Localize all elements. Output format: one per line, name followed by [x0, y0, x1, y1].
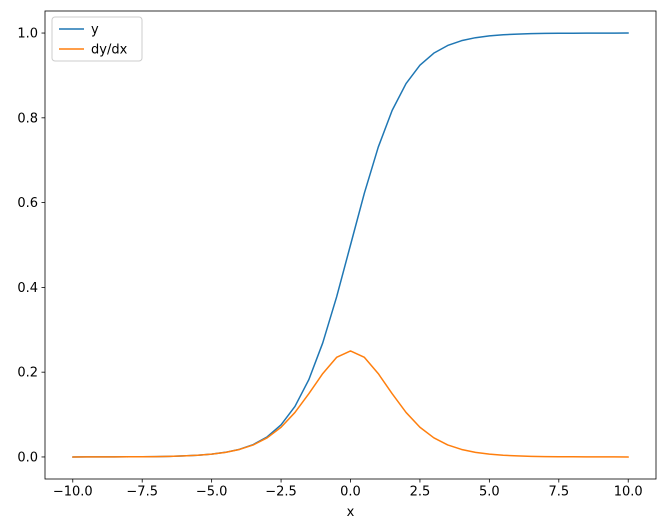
- legend-label: y: [91, 23, 99, 38]
- x-axis-tick-label: 10.0: [614, 485, 643, 500]
- y-axis-tick-label: 1.0: [17, 27, 38, 42]
- legend-label: dy/dx: [91, 43, 128, 58]
- x-axis-tick-label: −2.5: [265, 485, 297, 500]
- x-axis-tick-label: 2.5: [410, 485, 431, 500]
- y-axis-tick-label: 0.2: [17, 366, 38, 381]
- x-axis-tick-label: −10.0: [53, 485, 93, 500]
- x-axis-tick-label: −5.0: [196, 485, 228, 500]
- x-axis-tick-label: 7.5: [548, 485, 569, 500]
- x-axis-label: x: [347, 505, 355, 520]
- legend-box: [51, 16, 143, 62]
- y-axis-tick-label: 0.0: [17, 450, 38, 465]
- x-axis-tick-label: 5.0: [479, 485, 500, 500]
- x-axis-tick-label: 0.0: [340, 485, 361, 500]
- y-axis-tick-label: 0.8: [17, 111, 38, 126]
- series-line-dy-dx: [72, 350, 629, 458]
- y-axis-tick-label: 0.4: [17, 281, 38, 296]
- y-axis-tick-label: 0.6: [17, 196, 38, 211]
- x-axis-tick-label: −7.5: [126, 485, 158, 500]
